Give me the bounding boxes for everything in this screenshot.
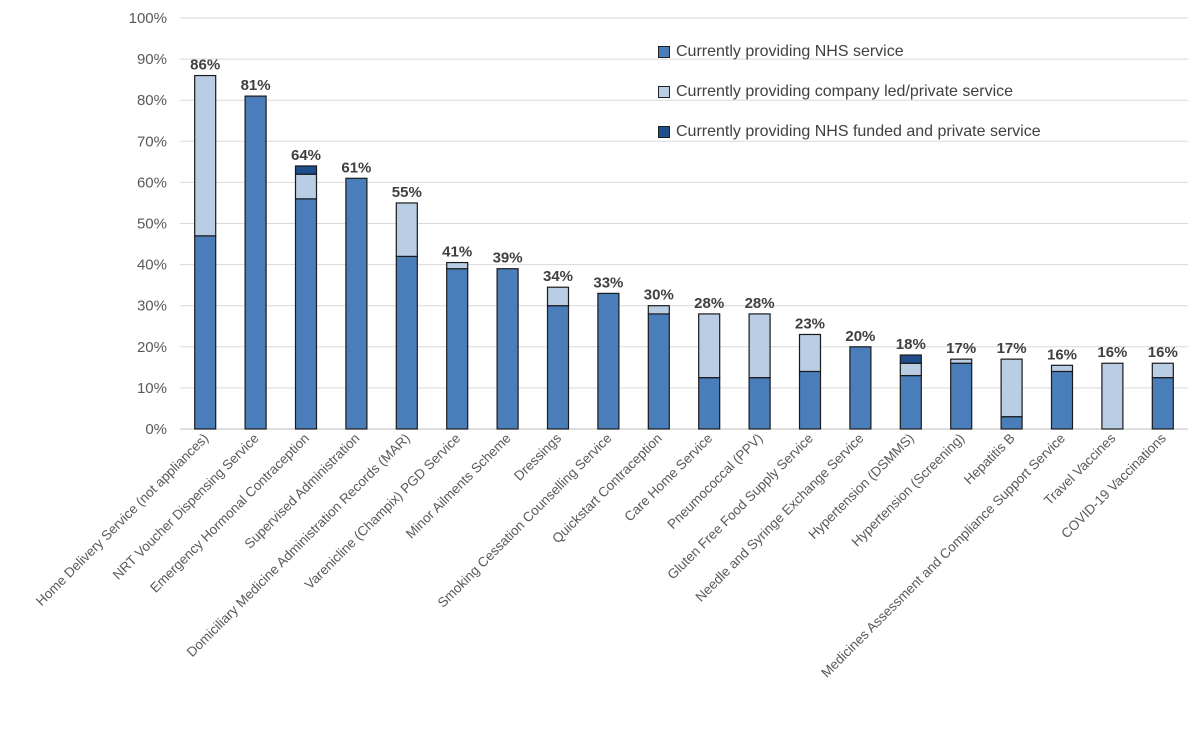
bar-segment-series-2 — [294, 165, 318, 175]
bar-segment-series-0 — [1050, 370, 1074, 430]
y-tick-label: 80% — [137, 92, 167, 109]
legend-label-nhs: Currently providing NHS service — [676, 43, 904, 60]
data-label: 18% — [896, 336, 926, 353]
bar-segment-series-1 — [1101, 362, 1124, 430]
bar-segment-series-1 — [950, 358, 973, 364]
bar-segment-series-1 — [446, 261, 469, 270]
bar-segment-series-0 — [345, 177, 368, 430]
data-label: 86% — [190, 57, 220, 74]
bar-segment-series-0 — [1151, 377, 1174, 430]
x-tick-label: COVID-19 Vaccinations — [1058, 430, 1169, 541]
bar-segment-series-1 — [698, 313, 721, 379]
y-tick-label: 50% — [137, 216, 167, 233]
bar-segment-series-1 — [647, 305, 670, 315]
bar-segment-series-1 — [546, 286, 570, 307]
bar-segment-series-0 — [395, 255, 418, 430]
legend-swatch-private — [658, 86, 670, 98]
y-tick-label: 30% — [137, 298, 167, 315]
y-tick-label: 0% — [145, 421, 167, 438]
bar-segment-series-2 — [899, 354, 922, 364]
y-tick-label: 60% — [137, 174, 167, 191]
bar-segment-series-0 — [244, 95, 267, 430]
x-tick-label: Home Delivery Service (not appliances) — [33, 431, 211, 609]
bar-segment-series-0 — [748, 377, 771, 430]
y-tick-label: 70% — [137, 133, 167, 150]
legend-swatch-nhs — [658, 46, 670, 58]
data-label: 16% — [1097, 344, 1127, 361]
legend-swatch-nhs-and-private — [658, 126, 670, 138]
bar-segment-series-1 — [1000, 358, 1023, 418]
bar-segment-series-1 — [899, 362, 922, 377]
bar-segment-series-1 — [798, 333, 822, 373]
x-tick-label: Smoking Cessation Counselling Service — [435, 431, 615, 611]
data-label: 23% — [795, 315, 825, 332]
y-tick-label: 10% — [137, 380, 167, 397]
x-tick-label: Medicines Assessment and Compliance Supp… — [818, 431, 1068, 681]
bar-segment-series-0 — [950, 362, 973, 430]
data-label: 64% — [291, 147, 321, 164]
bar-segment-series-0 — [496, 268, 519, 430]
data-label: 17% — [946, 340, 976, 357]
legend-item-nhs-and-private: Currently providing NHS funded and priva… — [658, 112, 1178, 152]
bar-segment-series-1 — [395, 202, 418, 257]
data-label: 41% — [442, 244, 472, 261]
bar-segment-series-1 — [748, 313, 771, 379]
data-label: 30% — [644, 287, 674, 304]
bar-segment-series-0 — [899, 374, 922, 430]
data-label: 16% — [1047, 346, 1077, 363]
data-label: 81% — [241, 77, 271, 94]
y-tick-label: 100% — [129, 10, 167, 27]
chart-legend: Currently providing NHS service Currentl… — [658, 32, 1178, 152]
y-tick-label: 90% — [137, 51, 167, 68]
data-label: 34% — [543, 268, 573, 285]
data-label: 33% — [593, 274, 623, 291]
bar-segment-series-1 — [194, 74, 217, 237]
bar-segment-series-1 — [294, 173, 318, 200]
y-tick-label: 40% — [137, 257, 167, 274]
x-tick-label: Care Home Service — [621, 431, 715, 525]
legend-item-nhs: Currently providing NHS service — [658, 32, 1178, 72]
data-label: 20% — [845, 328, 875, 345]
y-tick-label: 20% — [137, 339, 167, 356]
bar-segment-series-0 — [194, 235, 217, 430]
data-label: 55% — [392, 184, 422, 201]
x-tick-label: Minor Ailments Scheme — [403, 431, 514, 542]
legend-label-private: Currently providing company led/private … — [676, 83, 1014, 100]
bar-segment-series-0 — [798, 370, 822, 430]
legend-item-private: Currently providing company led/private … — [658, 72, 1178, 112]
data-label: 17% — [997, 340, 1027, 357]
legend-label-nhs-and-private: Currently providing NHS funded and priva… — [676, 123, 1041, 140]
x-tick-label: Dressings — [511, 430, 564, 483]
bar-segment-series-0 — [446, 268, 469, 430]
bar-segment-series-1 — [1050, 364, 1074, 373]
data-label: 28% — [745, 295, 775, 312]
data-label: 28% — [694, 295, 724, 312]
bar-segment-series-0 — [597, 292, 620, 430]
data-label: 39% — [493, 250, 523, 267]
bar-segment-series-0 — [1000, 416, 1023, 430]
bar-segment-series-0 — [849, 346, 872, 430]
bar-segment-series-0 — [294, 198, 318, 430]
bar-segment-series-0 — [698, 377, 721, 430]
bar-segment-series-1 — [1151, 362, 1174, 379]
bar-segment-series-0 — [546, 305, 570, 430]
x-tick-label: Pneumococcal (PPV) — [664, 431, 765, 532]
data-label: 16% — [1148, 344, 1178, 361]
data-label: 61% — [341, 159, 371, 176]
bar-segment-series-0 — [647, 313, 670, 430]
